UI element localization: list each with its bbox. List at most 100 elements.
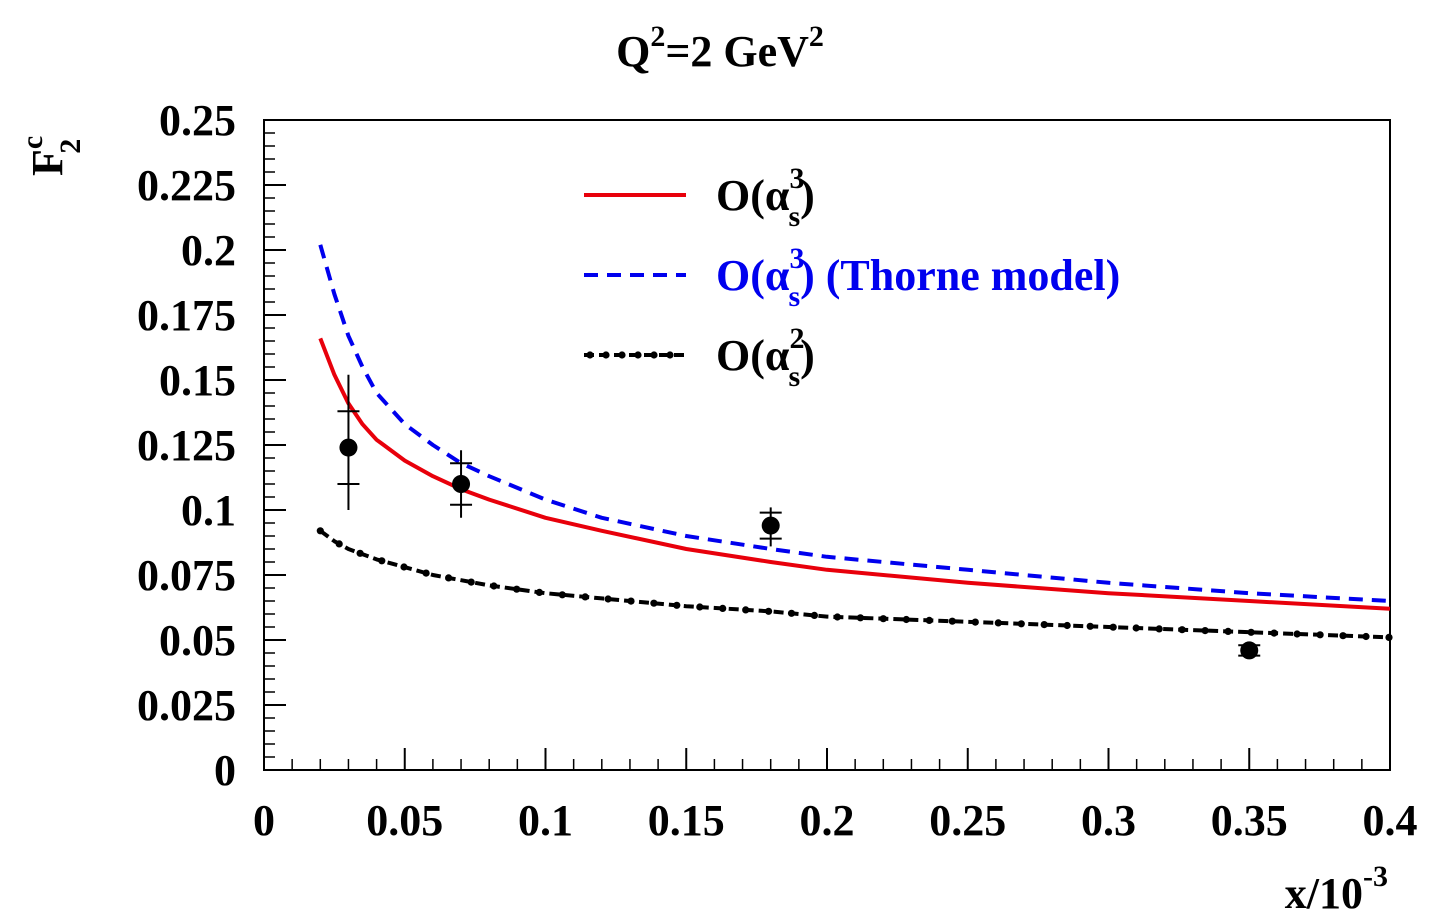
legend-label-0: O(α3 s) <box>716 162 815 233</box>
series-marker <box>1316 631 1324 639</box>
series-marker <box>833 613 842 621</box>
series-marker <box>1247 628 1255 636</box>
legend-label-post: ) <box>800 331 815 380</box>
legend-label-post: ) <box>800 171 815 220</box>
legend-marker <box>586 351 594 359</box>
legend-label-sub: s <box>788 200 800 233</box>
data-point-3 <box>1238 641 1261 660</box>
series-marker <box>856 614 865 622</box>
y-tick-label: 0.225 <box>137 161 236 210</box>
series-marker <box>1224 627 1232 636</box>
x-axis-ticks <box>263 748 1391 770</box>
series-marker <box>696 603 704 611</box>
x-tick-label: 0.35 <box>1211 796 1288 845</box>
legend-label-2: O(α2 s) <box>716 322 815 393</box>
series-marker <box>719 604 727 613</box>
series-line-1 <box>318 244 1391 603</box>
legend-label-pre: O(α <box>716 251 790 300</box>
series-layer <box>316 244 1393 642</box>
series-marker <box>925 616 933 625</box>
series-marker <box>1385 633 1393 642</box>
series-marker <box>1132 624 1140 632</box>
x-tick-label: 0.15 <box>648 796 725 845</box>
series-marker <box>335 540 343 548</box>
series-marker <box>1155 625 1163 633</box>
legend-marker <box>666 351 674 359</box>
series-marker <box>581 593 589 601</box>
y-axis-label: Fc 2 <box>16 136 87 176</box>
data-point-2 <box>759 507 782 547</box>
y-label-sub: 2 <box>54 139 87 154</box>
series-marker <box>742 606 750 614</box>
y-tick-label: 0 <box>214 746 236 795</box>
series-marker <box>558 591 566 599</box>
series-marker <box>810 611 819 620</box>
series-marker <box>1017 620 1025 628</box>
legend-label-post: ) (Thorne model) <box>800 251 1120 300</box>
data-point-0 <box>337 374 360 510</box>
series-marker <box>765 607 773 615</box>
y-tick-label: 0.075 <box>137 551 236 600</box>
legend-marker <box>650 351 658 359</box>
series-marker <box>467 578 475 586</box>
x-tick-label: 0.2 <box>800 796 855 845</box>
series-marker <box>490 582 498 590</box>
series-marker <box>627 597 635 605</box>
x-tick-label: 0 <box>253 796 275 845</box>
series-marker <box>1086 622 1094 630</box>
x-tick-label: 0.25 <box>929 796 1006 845</box>
y-label-base: F <box>23 149 72 176</box>
series-marker <box>994 619 1002 627</box>
series-marker <box>650 599 658 607</box>
series-marker <box>902 615 910 624</box>
series-marker <box>400 563 408 571</box>
series-marker <box>1339 632 1347 640</box>
y-tick-label: 0.2 <box>181 226 236 275</box>
series-marker <box>879 615 887 623</box>
series-marker <box>673 601 681 609</box>
x-tick-label: 0.3 <box>1081 796 1136 845</box>
series-marker <box>513 585 521 593</box>
series-marker <box>1178 626 1186 634</box>
legend-label-sup: 2 <box>789 322 804 355</box>
series-marker <box>1040 621 1048 629</box>
data-points-layer <box>337 374 1261 660</box>
series-marker <box>1362 632 1370 641</box>
y-axis-tick-labels: 0 0.025 0.05 0.075 0.1 0.125 0.15 0.175 0.2 0.225… <box>137 96 236 795</box>
series-marker <box>948 617 956 625</box>
x-tick-label: 0.1 <box>518 796 573 845</box>
series-marker <box>971 618 979 626</box>
series-marker <box>1293 630 1301 638</box>
data-point-marker <box>761 516 780 535</box>
series-marker <box>1109 623 1117 631</box>
legend-label-sup: 3 <box>789 162 804 195</box>
series-line-0 <box>318 337 1391 611</box>
x-axis-label: x/10-3 <box>1285 860 1388 916</box>
legend: O(α3 s)O(α3 s) (Thorne model)O(α2 s) <box>584 162 1120 393</box>
series-marker <box>787 609 796 617</box>
series-marker <box>422 569 430 577</box>
legend-label-sup: 3 <box>789 242 804 275</box>
data-point-marker <box>452 475 471 493</box>
y-label-sup: c <box>16 136 49 149</box>
legend-marker <box>618 351 626 359</box>
legend-label-1: O(α3 s) (Thorne model) <box>716 242 1120 313</box>
y-tick-label: 0.1 <box>181 486 236 535</box>
data-point-marker <box>339 438 358 457</box>
series-marker <box>1063 621 1071 630</box>
title-base: Q <box>616 27 650 76</box>
data-point-1 <box>450 450 473 518</box>
legend-marker <box>602 351 610 359</box>
series-marker <box>1201 627 1209 635</box>
x-tick-label: 0.4 <box>1363 796 1418 845</box>
legend-label-sub: s <box>788 360 800 393</box>
x-axis-tick-labels: 0 0.05 0.1 0.15 0.2 0.25 0.3 0.35 0.4 <box>253 796 1418 845</box>
y-axis-ticks <box>264 119 286 771</box>
series-marker <box>316 527 324 535</box>
title-mid: =2 GeV <box>665 27 809 76</box>
legend-label-pre: O(α <box>716 331 790 380</box>
series-marker <box>378 557 386 565</box>
series-marker <box>1270 629 1278 637</box>
y-tick-label: 0.125 <box>137 421 236 470</box>
